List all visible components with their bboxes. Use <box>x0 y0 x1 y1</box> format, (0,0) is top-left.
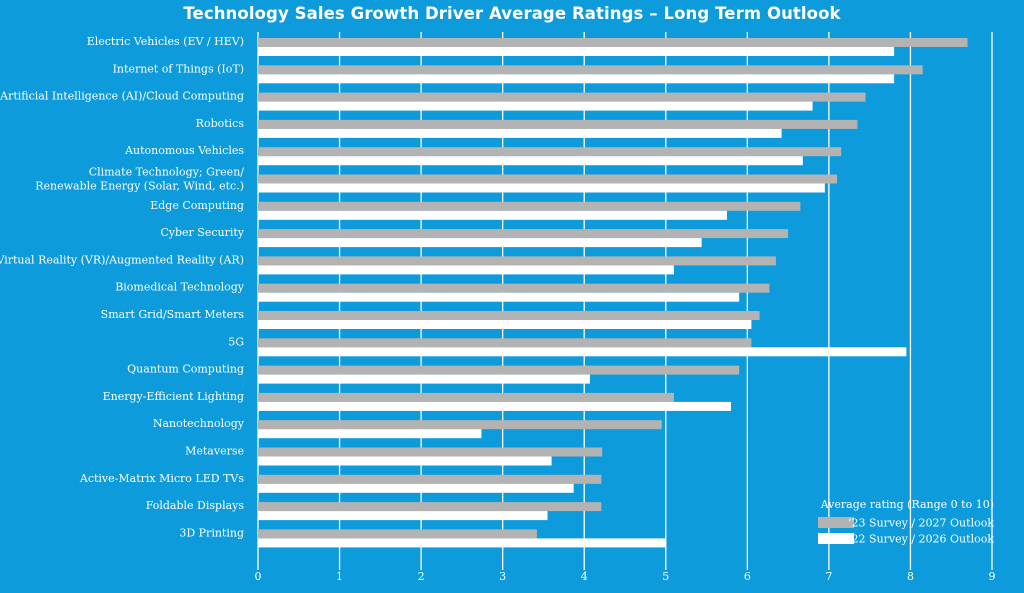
category-label: Quantum Computing <box>127 363 244 376</box>
bar-2023 <box>258 92 866 102</box>
category-label: Cyber Security <box>160 226 244 239</box>
bar-2023 <box>258 311 760 320</box>
bar-2022 <box>258 238 702 248</box>
bar-2022 <box>258 483 574 493</box>
bar-2023 <box>258 229 789 239</box>
category-label: Virtual Reality (VR)/Augmented Reality (… <box>0 253 244 266</box>
bar-2022 <box>258 47 895 56</box>
x-tick-label: 6 <box>744 570 751 583</box>
bar-2022 <box>258 374 590 384</box>
bar-2022 <box>258 292 740 302</box>
legend-title: Average rating (Range 0 to 10) <box>820 498 994 511</box>
x-tick-label: 0 <box>255 570 262 583</box>
bar-2023 <box>258 174 838 184</box>
x-tick-label: 1 <box>336 570 343 583</box>
bar-2023 <box>258 256 776 266</box>
legend-swatch-2022 <box>818 533 854 544</box>
x-tick-label: 2 <box>418 570 425 583</box>
x-tick-label: 7 <box>825 570 832 583</box>
bar-2022 <box>258 347 907 357</box>
bar-2022 <box>258 429 482 439</box>
category-label: Active-Matrix Micro LED TVs <box>79 472 244 485</box>
bar-2022 <box>258 128 782 138</box>
bar-2023 <box>258 119 858 129</box>
x-tick-label: 5 <box>662 570 669 583</box>
category-label: 3D Printing <box>179 526 244 539</box>
x-tick-label: 9 <box>989 570 996 583</box>
bar-2023 <box>258 365 740 375</box>
bar-2022 <box>258 456 552 466</box>
category-label: Smart Grid/Smart Meters <box>101 308 245 321</box>
category-label: Internet of Things (IoT) <box>113 62 244 75</box>
category-label: 5G <box>228 335 244 348</box>
category-label: Biomedical Technology <box>115 281 245 294</box>
bar-2022 <box>258 320 752 329</box>
bar-2022 <box>258 538 666 548</box>
bar-2022 <box>258 265 674 275</box>
bar-2023 <box>258 392 674 402</box>
bar-2022 <box>258 101 813 111</box>
bar-2022 <box>258 156 803 166</box>
x-tick-label: 3 <box>499 570 506 583</box>
category-label: Edge Computing <box>150 199 244 212</box>
bar-2022 <box>258 511 548 521</box>
bar-2023 <box>258 201 801 211</box>
chart-title: Technology Sales Growth Driver Average R… <box>183 4 841 23</box>
bar-2022 <box>258 74 895 84</box>
category-label: Robotics <box>196 117 245 130</box>
bar-2023 <box>258 420 662 430</box>
bar-2023 <box>258 283 770 293</box>
legend-swatch-2023 <box>818 517 854 528</box>
legend-label-2023: ’23 Survey / 2027 Outlook <box>848 517 994 530</box>
bar-2023 <box>258 147 842 157</box>
bar-2023 <box>258 529 537 539</box>
x-tick-label: 8 <box>907 570 914 583</box>
category-label: Energy-Efficient Lighting <box>103 390 244 403</box>
bar-2023 <box>258 38 968 47</box>
category-label: Nanotechnology <box>153 417 245 430</box>
bar-2023 <box>258 502 602 512</box>
category-label: Artificial Intelligence (AI)/Cloud Compu… <box>0 90 244 103</box>
bar-2022 <box>258 210 727 220</box>
category-label: Electric Vehicles (EV / HEV) <box>87 35 244 48</box>
bar-2023 <box>258 474 602 484</box>
legend-label-2022: ’22 Survey / 2026 Outlook <box>848 533 994 546</box>
bar-2023 <box>258 447 603 457</box>
bar-2022 <box>258 401 732 411</box>
category-label: Metaverse <box>185 445 244 458</box>
category-label: Autonomous Vehicles <box>124 144 244 157</box>
bar-2022 <box>258 183 825 193</box>
x-tick-label: 4 <box>581 570 588 583</box>
category-label: Foldable Displays <box>146 499 245 512</box>
bar-2023 <box>258 65 923 75</box>
bar-2023 <box>258 338 752 348</box>
category-label: Climate Technology; Green/Renewable Ener… <box>35 166 244 193</box>
